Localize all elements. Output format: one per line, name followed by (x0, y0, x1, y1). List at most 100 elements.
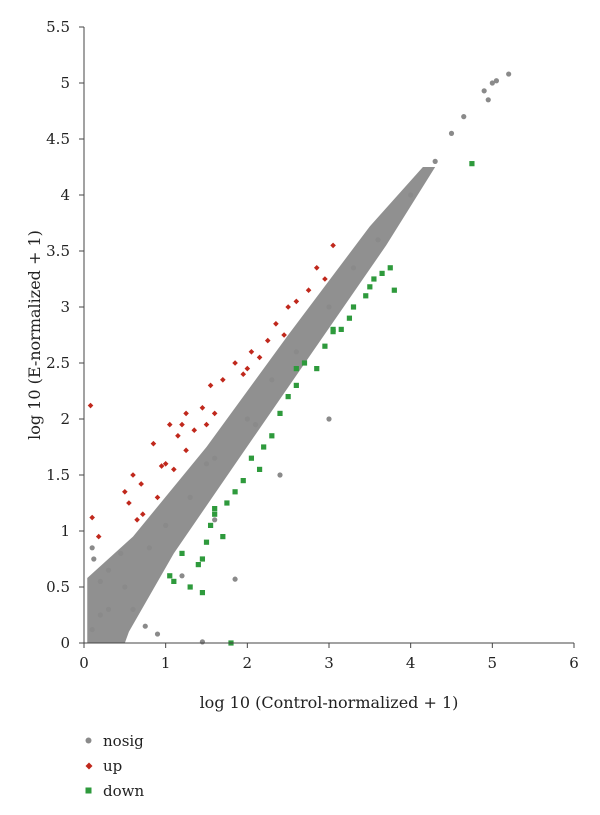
point-nosig (97, 612, 103, 618)
point-down (261, 444, 267, 450)
point-up (244, 365, 251, 372)
point-nosig (461, 114, 467, 120)
point-down (212, 511, 218, 517)
point-down (199, 556, 206, 562)
point-nosig (122, 584, 128, 590)
y-tick-label: 0 (60, 634, 70, 652)
point-up (232, 360, 238, 366)
point-up (154, 494, 161, 501)
point-up (87, 402, 94, 409)
y-tick-label: 4.5 (46, 130, 70, 148)
x-tick-label: 4 (406, 654, 416, 672)
y-tick-label: 3 (60, 298, 70, 316)
point-nosig (179, 573, 185, 579)
point-up (95, 533, 102, 540)
point-nosig (481, 88, 487, 94)
point-up (150, 440, 157, 447)
point-nosig (448, 130, 455, 136)
point-nosig (130, 606, 136, 613)
point-up (322, 276, 328, 282)
legend-item-nosig: nosig (84, 728, 144, 753)
y-tick-label: 1.5 (46, 466, 70, 484)
nosig-density-band (87, 167, 436, 643)
square-marker-icon (84, 787, 93, 794)
legend-item-down: down (84, 778, 144, 803)
point-down (293, 366, 299, 372)
point-nosig (146, 545, 152, 551)
x-tick-label: 1 (161, 654, 171, 672)
point-nosig (326, 416, 332, 422)
point-nosig (91, 556, 97, 562)
point-up (175, 433, 181, 439)
point-nosig (89, 545, 95, 551)
point-nosig (163, 522, 169, 529)
point-nosig (408, 192, 414, 198)
point-down (350, 304, 357, 310)
x-axis-title: log 10 (Control-normalized + 1) (200, 693, 459, 712)
point-up (220, 377, 226, 383)
y-axis-ticks: 0 0.5 1 1.5 2 2.5 3 3.5 4 4.5 5 5.5 (46, 18, 84, 652)
x-tick-label: 6 (569, 654, 579, 672)
point-down (277, 410, 283, 416)
y-tick-label: 3.5 (46, 242, 70, 260)
point-up (285, 304, 291, 310)
point-down (212, 506, 218, 512)
y-tick-label: 5.5 (46, 18, 70, 36)
point-up (313, 265, 320, 271)
point-nosig (326, 304, 332, 310)
point-down (167, 573, 173, 579)
point-up (207, 382, 214, 389)
point-up (183, 447, 189, 454)
point-nosig (154, 631, 161, 637)
point-up (162, 461, 169, 467)
point-nosig (506, 71, 512, 77)
point-up (130, 472, 136, 478)
x-axis-ticks: 0 1 2 3 4 5 6 (79, 643, 579, 672)
y-tick-label: 4 (60, 186, 70, 204)
point-nosig (199, 639, 206, 645)
point-down (171, 578, 177, 584)
point-nosig (89, 626, 95, 633)
y-tick-label: 2.5 (46, 354, 70, 372)
point-nosig (277, 472, 283, 478)
point-down (322, 343, 328, 349)
point-up (281, 332, 287, 338)
point-nosig (269, 377, 275, 383)
point-up (89, 514, 95, 521)
point-up (256, 354, 263, 361)
point-down (469, 161, 475, 167)
x-tick-label: 5 (488, 654, 498, 672)
point-nosig (212, 517, 218, 523)
point-up (330, 242, 336, 249)
point-down (338, 326, 344, 332)
y-tick-label: 5 (60, 74, 70, 92)
point-down (207, 522, 214, 528)
point-down (179, 550, 185, 556)
point-down (232, 489, 238, 495)
point-up (122, 489, 128, 495)
point-nosig (105, 606, 112, 613)
point-down (363, 293, 369, 299)
point-down (199, 590, 206, 596)
point-up (211, 410, 218, 417)
point-nosig (350, 265, 357, 271)
y-tick-label: 0.5 (46, 578, 70, 596)
legend: nosig up down (84, 728, 144, 803)
point-down (248, 455, 255, 461)
point-nosig (97, 578, 103, 585)
point-nosig (118, 550, 124, 557)
point-nosig (142, 623, 148, 629)
point-nosig (203, 461, 210, 467)
point-up (166, 421, 173, 428)
point-down (346, 315, 353, 321)
legend-label-down: down (103, 781, 145, 800)
point-up (203, 421, 210, 428)
point-up (134, 517, 140, 523)
nosig-dense-region (87, 167, 436, 643)
y-tick-label: 2 (60, 410, 70, 428)
point-nosig (485, 97, 491, 103)
point-nosig (105, 567, 112, 573)
point-nosig (375, 237, 381, 243)
point-down (391, 287, 397, 293)
point-down (220, 534, 226, 540)
